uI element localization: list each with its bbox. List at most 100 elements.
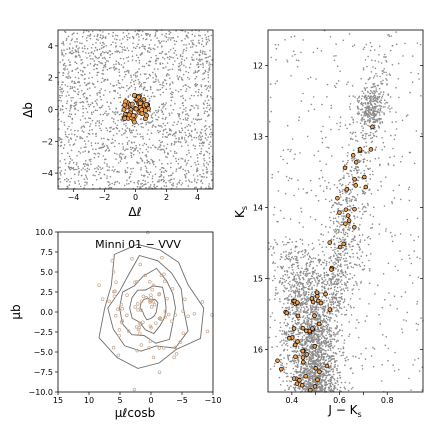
field-star-point [87, 164, 90, 167]
cmd-field-point [308, 348, 310, 351]
cmd-field-point [356, 170, 358, 172]
cmd-field-point [322, 330, 325, 333]
field-star-point [193, 94, 195, 97]
cmd-field-point [322, 345, 324, 347]
cmd-field-point [340, 224, 343, 226]
cmd-field-point [365, 145, 368, 147]
field-star-point [178, 131, 181, 134]
cmd-field-point [357, 159, 360, 161]
field-star-point [82, 50, 84, 53]
cmd-field-point [296, 323, 298, 326]
cmd-field-point [305, 267, 308, 269]
field-star-point [203, 165, 205, 167]
cmd-field-point [289, 327, 291, 329]
field-star-point [201, 40, 204, 42]
cmd-field-point [288, 290, 290, 292]
field-star-point [127, 88, 130, 90]
field-star-point [74, 181, 76, 183]
field-star-point [150, 114, 153, 117]
cmd-field-point [333, 355, 335, 358]
field-star-point [165, 116, 167, 119]
field-star-point [206, 162, 208, 164]
field-star-point [206, 102, 209, 105]
y-tick-label: −5.0 [34, 348, 53, 357]
cmd-field-point [333, 229, 335, 231]
cmd-field-point [316, 340, 319, 343]
cmd-field-point [315, 273, 318, 275]
field-star-point [145, 78, 148, 80]
field-star-point [75, 56, 77, 59]
cmd-field-point [329, 301, 331, 303]
pm-star-point [143, 273, 148, 278]
cmd-field-point [351, 292, 354, 295]
field-star-point [184, 99, 187, 101]
cmd-field-point [305, 333, 307, 335]
member-star-point [126, 112, 132, 118]
cmd-field-point [317, 390, 319, 392]
cmd-field-point [299, 283, 302, 285]
cmd-field-point [302, 289, 305, 292]
field-star-point [167, 69, 169, 71]
field-star-point [142, 137, 144, 140]
field-star-point [106, 175, 108, 177]
member-star-point [122, 102, 128, 108]
cmd-field-point [314, 322, 316, 325]
cmd-field-point [317, 274, 320, 277]
field-star-point [136, 162, 139, 164]
field-star-point [137, 79, 140, 81]
field-star-point [158, 81, 160, 83]
field-star-point [103, 162, 106, 164]
cmd-field-point [346, 228, 349, 231]
field-star-point [92, 133, 94, 135]
cmd-field-point [356, 284, 358, 286]
cmd-field-point [303, 286, 306, 289]
field-star-point [180, 157, 182, 160]
field-star-point [126, 162, 128, 164]
field-star-point [193, 136, 195, 139]
cmd-field-point [298, 333, 301, 336]
cmd-field-point [309, 384, 312, 386]
field-star-point [89, 37, 92, 40]
field-star-point [185, 84, 187, 86]
field-star-point [116, 124, 119, 127]
field-star-point [96, 94, 99, 96]
cmd-field-point [325, 271, 328, 274]
cmd-field-point [323, 286, 326, 288]
field-star-point [87, 103, 90, 106]
field-star-point [126, 179, 128, 182]
field-star-point [107, 147, 109, 149]
field-star-point [70, 97, 72, 99]
field-star-point [136, 185, 139, 188]
cmd-field-point [286, 354, 289, 357]
pm-star-point [110, 259, 114, 263]
field-star-point [133, 83, 136, 86]
cmd-field-point [358, 263, 361, 266]
field-star-point [180, 131, 182, 134]
field-star-point [93, 68, 95, 71]
cmd-field-point [307, 319, 310, 322]
field-star-point [102, 146, 105, 148]
field-star-point [111, 110, 114, 113]
field-star-point [108, 67, 111, 70]
cmd-field-point [342, 288, 345, 290]
field-star-point [161, 33, 163, 36]
cmd-field-point [360, 172, 362, 174]
field-star-point [143, 47, 146, 50]
cmd-field-point [364, 239, 366, 241]
cmd-field-point [330, 282, 332, 285]
field-star-point [140, 174, 143, 176]
field-star-point [169, 179, 172, 181]
cmd-field-point [321, 376, 324, 379]
cmd-field-point [307, 299, 310, 302]
field-star-point [194, 147, 196, 150]
cmd-field-point [359, 122, 362, 125]
field-star-point [203, 160, 206, 162]
member-star-point [131, 119, 137, 125]
cmd-field-point [315, 311, 317, 313]
field-star-point [139, 157, 142, 159]
field-star-point [117, 162, 120, 164]
field-star-point [160, 109, 163, 111]
cmd-field-point [351, 176, 354, 178]
cmd-field-point [335, 231, 337, 233]
